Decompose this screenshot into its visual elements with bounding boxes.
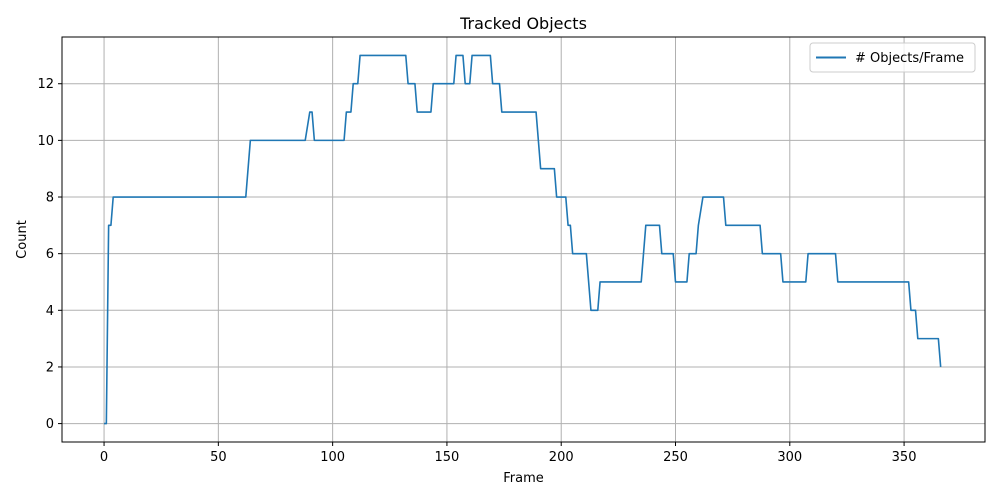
x-tick-label: 350 bbox=[892, 450, 917, 465]
series-layer bbox=[104, 54, 942, 425]
chart-title: Tracked Objects bbox=[459, 14, 587, 33]
grid bbox=[62, 37, 985, 442]
x-tick-label: 50 bbox=[210, 450, 227, 465]
y-tick-label: 12 bbox=[37, 77, 54, 92]
series-line bbox=[104, 54, 942, 425]
y-tick-label: 4 bbox=[46, 304, 54, 319]
legend-label: # Objects/Frame bbox=[855, 51, 964, 66]
plot-frame bbox=[61, 36, 986, 443]
x-tick-label: 150 bbox=[435, 450, 460, 465]
y-tick-label: 10 bbox=[37, 134, 54, 149]
x-tick-label: 100 bbox=[320, 450, 345, 465]
y-tick-label: 6 bbox=[46, 247, 54, 262]
x-tick-label: 300 bbox=[777, 450, 802, 465]
x-tick-label: 0 bbox=[100, 450, 108, 465]
x-tick-label: 200 bbox=[549, 450, 574, 465]
x-axis-title: Frame bbox=[503, 471, 544, 486]
legend: # Objects/Frame bbox=[809, 42, 976, 73]
x-tick-label: 250 bbox=[663, 450, 688, 465]
y-tick-label: 2 bbox=[46, 360, 54, 375]
y-axis-title: Count bbox=[15, 220, 30, 259]
ticks: 0 50 100 150 200 250 300 350 0 2 4 6 8 10 12 bbox=[37, 77, 916, 465]
y-tick-label: 8 bbox=[46, 191, 54, 206]
y-tick-label: 0 bbox=[46, 417, 54, 432]
legend-box bbox=[809, 42, 976, 73]
